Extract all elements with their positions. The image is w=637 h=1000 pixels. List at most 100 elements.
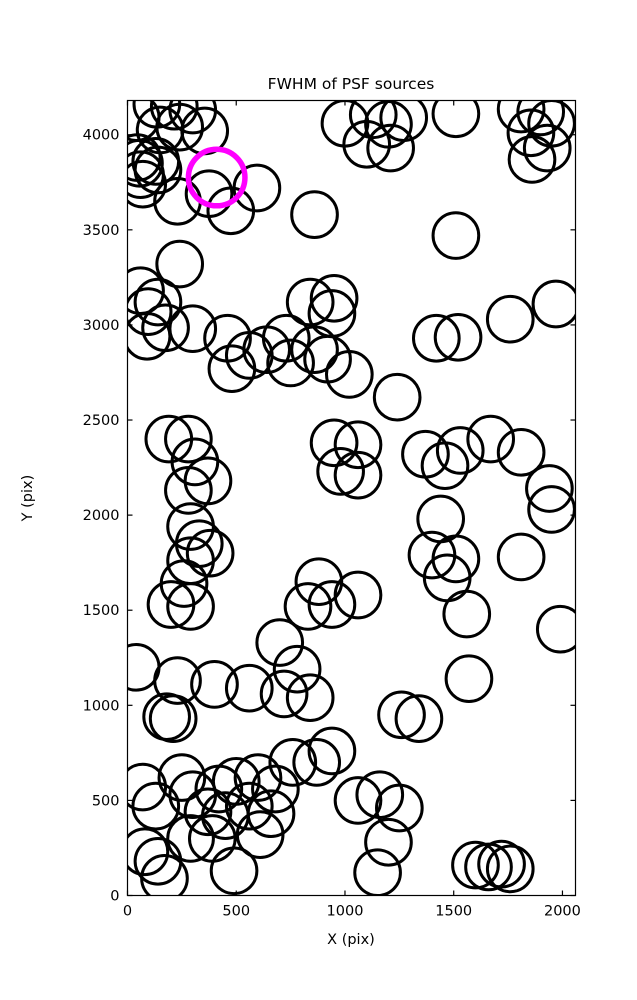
- y-tick-label: 2000: [83, 508, 120, 524]
- y-tick-label: 1500: [83, 603, 120, 619]
- psf-source-marker: [149, 100, 199, 131]
- x-axis-ticks: 0 500 1000 1500 2000: [123, 100, 581, 920]
- psf-source-marker: [146, 580, 196, 629]
- psf-source-marker: [127, 138, 164, 188]
- psf-source-marker: [268, 738, 318, 787]
- psf-source-marker: [294, 557, 344, 607]
- y-tick-label: 3500: [83, 223, 120, 239]
- psf-source-marker: [183, 456, 233, 506]
- psf-source-marker: [394, 694, 444, 743]
- psf-source-marker: [420, 441, 470, 491]
- psf-source-marker: [507, 135, 557, 184]
- psf-source-marker: [127, 159, 168, 209]
- psf-source-marker: [233, 753, 283, 802]
- psf-source-marker: [185, 528, 235, 578]
- psf-source-marker: [535, 604, 576, 654]
- psf-source-marker: [506, 108, 556, 158]
- series-psf-sources: [127, 100, 576, 896]
- psf-source-marker: [285, 277, 335, 327]
- psf-source-marker: [170, 437, 220, 487]
- psf-source-marker: [131, 781, 181, 831]
- psf-source-marker: [485, 844, 535, 894]
- psf-source-marker: [307, 289, 357, 338]
- psf-source-marker: [379, 100, 429, 142]
- psf-source-marker: [496, 428, 546, 477]
- psf-source-marker: [251, 764, 300, 814]
- series-selected-source: [185, 146, 248, 209]
- psf-source-marker: [148, 694, 198, 743]
- psf-source-marker: [153, 656, 202, 705]
- psf-source-marker: [466, 414, 516, 464]
- psf-source-marker: [433, 312, 483, 362]
- psf-source-marker: [342, 119, 392, 169]
- psf-source-marker: [183, 787, 233, 837]
- psf-source-marker: [477, 839, 526, 889]
- psf-source-marker: [442, 589, 492, 639]
- psf-source-marker: [307, 580, 357, 629]
- psf-source-marker: [166, 814, 215, 863]
- y-tick-label: 4000: [83, 128, 120, 144]
- psf-source-marker: [333, 776, 383, 825]
- plot-title-group: FWHM of PSF sources: [268, 75, 435, 93]
- psf-source-marker: [485, 294, 535, 344]
- psf-source-marker: [525, 464, 574, 513]
- psf-source-marker: [307, 726, 357, 776]
- x-tick-label: 1000: [327, 904, 364, 920]
- page-title: FWHM of PSF sources: [268, 75, 435, 93]
- psf-source-marker: [168, 304, 218, 354]
- psf-source-marker: [283, 582, 333, 631]
- psf-source-marker: [451, 840, 500, 890]
- y-axis-label: Y (pix): [20, 475, 36, 523]
- psf-source-marker: [235, 810, 285, 859]
- x-axis-label: X (pix): [327, 932, 375, 948]
- psf-source-marker: [255, 618, 305, 667]
- psf-source-marker: [207, 344, 257, 394]
- psf-source-marker: [377, 690, 426, 740]
- psf-source-marker: [127, 827, 170, 877]
- psf-source-marker: [133, 277, 183, 327]
- psf-source-marker: [261, 313, 311, 363]
- psf-source-marker: [444, 654, 494, 704]
- y-tick-label: 0: [110, 889, 119, 905]
- psf-source-marker: [157, 753, 207, 802]
- psf-source-marker: [516, 100, 566, 137]
- psf-source-marker: [348, 100, 398, 140]
- source-circles-layer: [127, 100, 576, 896]
- psf-source-marker: [527, 485, 576, 534]
- psf-source-marker: [316, 447, 365, 496]
- x-tick-label: 0: [123, 904, 132, 920]
- psf-source-marker: [153, 176, 202, 226]
- selected-source-marker: [185, 146, 248, 209]
- x-tick-label: 1500: [435, 904, 472, 920]
- psf-source-marker: [224, 781, 274, 831]
- psf-source-marker: [144, 414, 194, 464]
- psf-source-marker: [211, 757, 261, 806]
- psf-source-marker: [290, 190, 339, 239]
- axes-frame: [126, 99, 577, 897]
- psf-source-marker: [155, 102, 205, 152]
- psf-source-marker: [496, 100, 546, 134]
- axes-spines: [126, 99, 577, 897]
- psf-source-marker: [325, 350, 374, 399]
- psf-source-marker: [127, 642, 161, 692]
- psf-source-marker: [164, 414, 213, 464]
- psf-source-marker: [309, 273, 359, 323]
- y-tick-label: 3000: [83, 318, 120, 334]
- psf-source-marker: [232, 163, 282, 213]
- psf-source-marker: [372, 372, 422, 422]
- y-tick-label: 2500: [83, 413, 120, 429]
- psf-source-marker: [140, 854, 189, 896]
- psf-source-marker: [364, 817, 413, 867]
- psf-source-marker: [266, 338, 315, 388]
- psf-source-marker: [224, 663, 274, 713]
- psf-source-marker: [259, 669, 309, 719]
- x-tick-label: 500: [222, 904, 250, 920]
- psf-source-marker: [431, 211, 481, 260]
- psf-source-marker: [531, 279, 576, 329]
- psf-source-marker: [127, 287, 173, 336]
- psf-source-marker: [411, 313, 461, 363]
- psf-source-marker: [141, 303, 190, 353]
- psf-source-marker: [190, 660, 239, 709]
- psf-source-marker: [166, 582, 215, 631]
